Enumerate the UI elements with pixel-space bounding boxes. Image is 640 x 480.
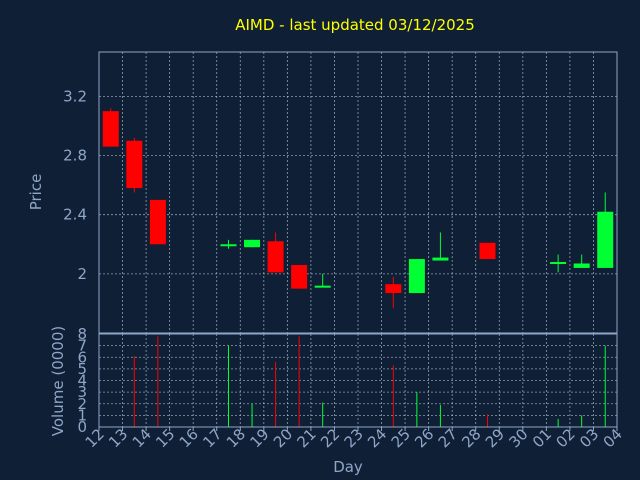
candle [479, 242, 496, 260]
volume-tick-label: 8 [77, 325, 87, 343]
x-ticks: 1213141516171819202122232425262728293001… [82, 425, 626, 451]
candle-body [220, 244, 237, 247]
volume-tick-label: 1 [77, 406, 87, 424]
candle [149, 199, 166, 245]
candle-body [314, 285, 331, 288]
volume-tick-label: 3 [77, 383, 87, 401]
candle [550, 254, 567, 273]
x-tick-label: 02 [553, 425, 579, 451]
candle-body [385, 284, 402, 294]
volume-axis-label: Volume (0000) [49, 326, 67, 436]
price-y-ticks: 2 2.4 2.8 3.2 [63, 87, 87, 282]
price-tick-label: 3.2 [63, 87, 87, 105]
candle-body [573, 263, 590, 268]
x-tick-label: 24 [364, 425, 390, 451]
x-tick-label: 13 [105, 425, 131, 451]
x-tick-label: 16 [176, 425, 202, 451]
x-tick-label: 04 [600, 425, 626, 451]
price-tick-label: 2 [77, 265, 87, 283]
candle-body [597, 211, 614, 268]
x-tick-label: 21 [294, 425, 320, 451]
candle-body [267, 241, 284, 273]
x-tick-label: 25 [388, 425, 414, 451]
candle-body [102, 111, 119, 147]
volume-tick-label: 2 [77, 395, 87, 413]
x-tick-label: 30 [505, 425, 531, 451]
x-tick-label: 28 [458, 425, 484, 451]
candle [244, 239, 261, 248]
volume-tick-label: 4 [77, 372, 87, 390]
candle-body [291, 264, 308, 289]
candle [432, 232, 449, 261]
x-tick-label: 27 [435, 425, 461, 451]
price-axis-label: Price [27, 174, 45, 211]
candle-body [126, 140, 143, 189]
chart-title: AIMD - last updated 03/12/2025 [235, 16, 475, 34]
x-tick-label: 29 [482, 425, 508, 451]
volume-tick-label: 0 [77, 418, 87, 436]
x-tick-label: 17 [199, 425, 225, 451]
x-tick-label: 23 [341, 425, 367, 451]
volume-tick-label: 6 [77, 348, 87, 366]
volume-tick-label: 5 [77, 360, 87, 378]
volume-tick-label: 7 [77, 337, 87, 355]
x-tick-label: 22 [317, 425, 343, 451]
candle [385, 276, 402, 308]
candle [126, 137, 143, 193]
candle-body [408, 259, 425, 294]
x-tick-label: 01 [529, 425, 555, 451]
price-tick-label: 2.4 [63, 206, 87, 224]
candles [102, 108, 614, 308]
price-tick-label: 2.8 [63, 147, 87, 165]
volume-grid [98, 333, 618, 428]
candle [220, 239, 237, 249]
candle [314, 273, 331, 288]
x-tick-label: 19 [246, 425, 272, 451]
candle-body [550, 262, 567, 265]
candle-body [479, 242, 496, 260]
x-tick-label: 18 [223, 425, 249, 451]
candle [102, 108, 119, 147]
x-tick-label: 15 [152, 425, 178, 451]
candle-body [432, 257, 449, 261]
candle [597, 192, 614, 268]
x-tick-label: 14 [129, 425, 155, 451]
volume-bars [133, 336, 606, 427]
x-tick-label: 20 [270, 425, 296, 451]
x-axis-label: Day [333, 458, 363, 476]
candle-body [149, 199, 166, 245]
x-tick-label: 03 [576, 425, 602, 451]
candle [573, 254, 590, 268]
candle [291, 264, 308, 289]
candle [408, 259, 425, 294]
candle-body [244, 239, 261, 248]
x-tick-label: 26 [411, 425, 437, 451]
price-panel-frame [98, 51, 618, 334]
candle [267, 232, 284, 273]
price-grid [98, 52, 618, 333]
